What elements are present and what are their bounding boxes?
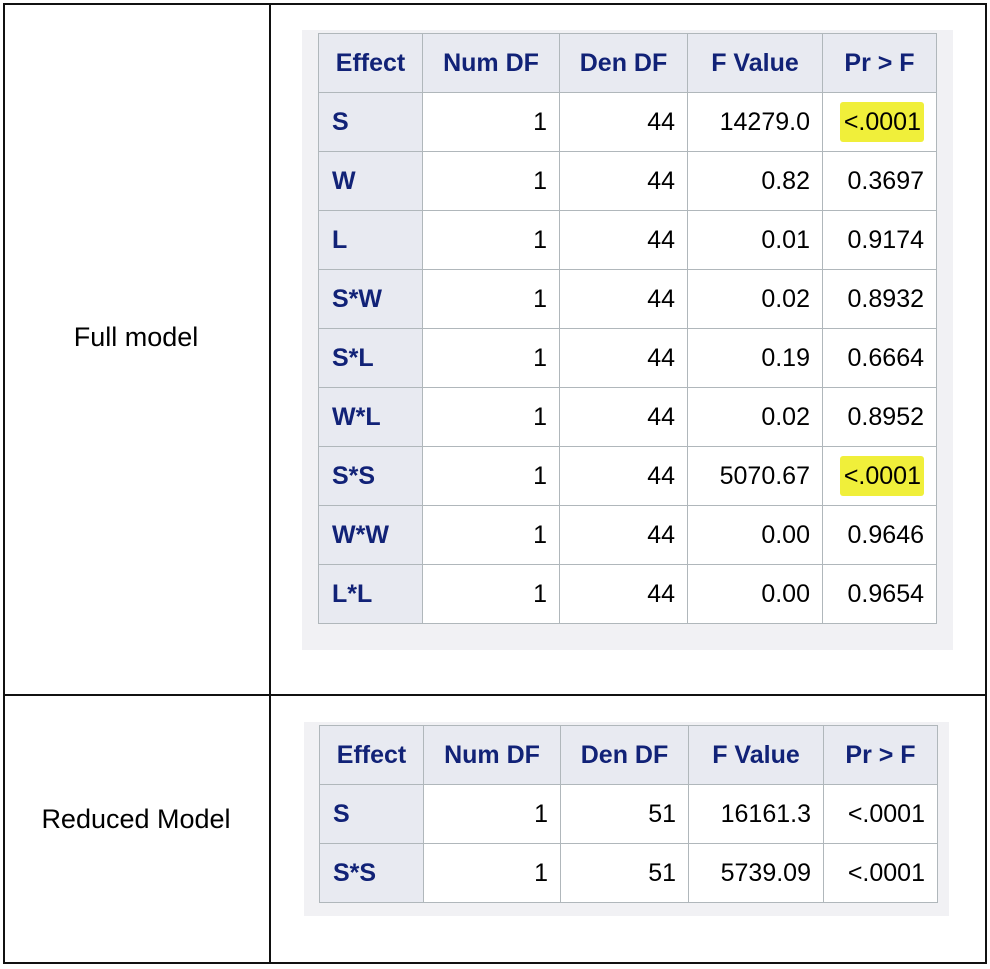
p-value-cell: 0.9174 — [822, 210, 937, 270]
effect-cell: S*S — [318, 446, 423, 506]
f-value-cell: 16161.3 — [688, 784, 824, 844]
row-divider — [3, 694, 987, 696]
header-p-value: Pr > F — [822, 33, 937, 93]
den-df-cell: 44 — [559, 92, 688, 152]
f-value-cell: 0.00 — [687, 564, 823, 624]
table-row: S*S 1 44 5070.67 <.0001 — [318, 446, 937, 506]
table-row: S*L 1 44 0.19 0.6664 — [318, 328, 937, 388]
table-row: W*W 1 44 0.00 0.9646 — [318, 505, 937, 565]
reduced-model-label: Reduced Model — [41, 804, 231, 834]
header-den-df: Den DF — [560, 725, 689, 785]
den-df-cell: 44 — [559, 446, 688, 506]
effect-cell: W*L — [318, 387, 423, 447]
effect-cell: W*W — [318, 505, 423, 565]
den-df-cell: 44 — [559, 564, 688, 624]
den-df-cell: 44 — [559, 269, 688, 329]
num-df-cell: 1 — [423, 843, 561, 903]
p-value-cell: 0.3697 — [822, 151, 937, 211]
p-value-cell: <.0001 — [822, 446, 937, 506]
f-value-cell: 14279.0 — [687, 92, 823, 152]
reduced-model-table: Effect Num DF Den DF F Value Pr > F S 1 51… — [319, 725, 938, 903]
f-value-cell: 0.82 — [687, 151, 823, 211]
den-df-cell: 51 — [560, 843, 689, 903]
f-value-cell: 0.01 — [687, 210, 823, 270]
highlighted-p-value: <.0001 — [839, 101, 924, 142]
header-p-value: Pr > F — [823, 725, 938, 785]
table-row: L*L 1 44 0.00 0.9654 — [318, 564, 937, 624]
num-df-cell: 1 — [422, 328, 560, 388]
header-num-df: Num DF — [422, 33, 560, 93]
den-df-cell: 44 — [559, 210, 688, 270]
header-den-df: Den DF — [559, 33, 688, 93]
effect-cell: S*L — [318, 328, 423, 388]
p-value-cell: <.0001 — [823, 843, 938, 903]
num-df-cell: 1 — [422, 269, 560, 329]
effect-cell: S — [319, 784, 424, 844]
den-df-cell: 44 — [559, 151, 688, 211]
p-value-cell: <.0001 — [822, 92, 937, 152]
p-value-cell: <.0001 — [823, 784, 938, 844]
num-df-cell: 1 — [422, 387, 560, 447]
highlighted-p-value: <.0001 — [839, 455, 924, 496]
table-header-row: Effect Num DF Den DF F Value Pr > F — [318, 33, 937, 93]
table-row: W 1 44 0.82 0.3697 — [318, 151, 937, 211]
f-value-cell: 5070.67 — [687, 446, 823, 506]
table-row: W*L 1 44 0.02 0.8952 — [318, 387, 937, 447]
table-row: S*S 1 51 5739.09 <.0001 — [319, 843, 938, 903]
full-model-table: Effect Num DF Den DF F Value Pr > F S 1 44… — [318, 33, 937, 624]
p-value-cell: 0.8932 — [822, 269, 937, 329]
effect-cell: S — [318, 92, 423, 152]
den-df-cell: 51 — [560, 784, 689, 844]
num-df-cell: 1 — [422, 446, 560, 506]
table-header-row: Effect Num DF Den DF F Value Pr > F — [319, 725, 938, 785]
num-df-cell: 1 — [422, 505, 560, 565]
effect-cell: S*S — [319, 843, 424, 903]
header-f-value: F Value — [687, 33, 823, 93]
num-df-cell: 1 — [423, 784, 561, 844]
p-value-cell: 0.8952 — [822, 387, 937, 447]
table-row: L 1 44 0.01 0.9174 — [318, 210, 937, 270]
f-value-cell: 0.02 — [687, 387, 823, 447]
table-row: S 1 44 14279.0 <.0001 — [318, 92, 937, 152]
effect-cell: L*L — [318, 564, 423, 624]
p-value-cell: 0.9654 — [822, 564, 937, 624]
f-value-cell: 0.02 — [687, 269, 823, 329]
f-value-cell: 5739.09 — [688, 843, 824, 903]
f-value-cell: 0.00 — [687, 505, 823, 565]
header-effect: Effect — [318, 33, 423, 93]
header-f-value: F Value — [688, 725, 824, 785]
p-value-cell: 0.9646 — [822, 505, 937, 565]
column-divider — [269, 3, 271, 964]
p-value-cell: 0.6664 — [822, 328, 937, 388]
header-effect: Effect — [319, 725, 424, 785]
num-df-cell: 1 — [422, 564, 560, 624]
den-df-cell: 44 — [559, 328, 688, 388]
table-row: S 1 51 16161.3 <.0001 — [319, 784, 938, 844]
f-value-cell: 0.19 — [687, 328, 823, 388]
effect-cell: W — [318, 151, 423, 211]
num-df-cell: 1 — [422, 151, 560, 211]
header-num-df: Num DF — [423, 725, 561, 785]
effect-cell: S*W — [318, 269, 423, 329]
den-df-cell: 44 — [559, 387, 688, 447]
full-model-label: Full model — [73, 322, 199, 352]
effect-cell: L — [318, 210, 423, 270]
num-df-cell: 1 — [422, 210, 560, 270]
table-row: S*W 1 44 0.02 0.8932 — [318, 269, 937, 329]
document-table-frame — [3, 3, 987, 964]
den-df-cell: 44 — [559, 505, 688, 565]
num-df-cell: 1 — [422, 92, 560, 152]
